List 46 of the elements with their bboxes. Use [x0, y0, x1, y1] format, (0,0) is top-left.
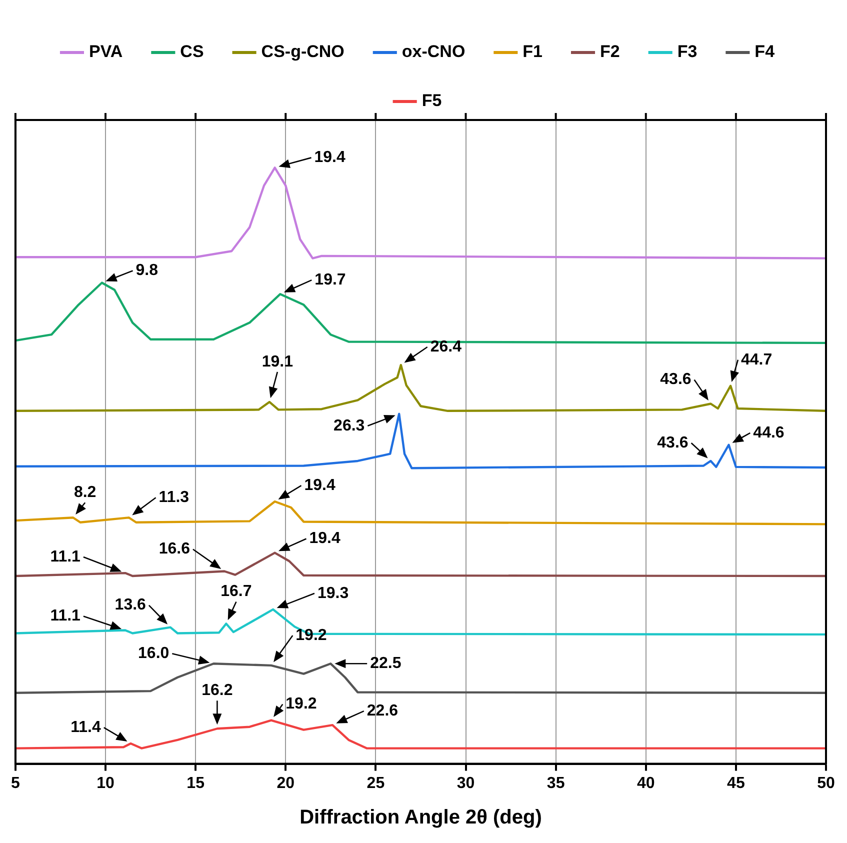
annotation: 43.6 — [657, 434, 688, 452]
x-tick-label: 20 — [276, 774, 295, 792]
legend-label: F4 — [754, 42, 776, 62]
annotation: 19.3 — [317, 584, 349, 602]
annotation: 26.4 — [430, 338, 462, 356]
x-axis-title: Diffraction Angle 2θ (deg) — [300, 806, 542, 829]
annotation: 11.1 — [50, 548, 81, 566]
annotation: 11.4 — [70, 718, 101, 736]
x-tick-label: 25 — [366, 774, 385, 792]
annotation: 44.7 — [740, 351, 772, 368]
legend-label: F2 — [600, 42, 620, 62]
annotation: 19.1 — [262, 353, 294, 370]
annotation: 9.8 — [136, 262, 158, 280]
annotation: 44.6 — [753, 424, 784, 442]
annotation: 19.4 — [314, 149, 346, 166]
x-tick-label: 30 — [456, 774, 475, 792]
annotation: 19.7 — [314, 271, 346, 288]
legend-label: ox-CNO — [402, 42, 466, 62]
legend-label: F1 — [522, 42, 543, 62]
annotation: 16.6 — [158, 540, 190, 558]
x-tick-label: 5 — [10, 774, 20, 792]
annotation: 16.2 — [202, 682, 233, 700]
annotation: 11.3 — [158, 489, 190, 506]
annotation: 11.1 — [50, 608, 81, 625]
annotation: 19.4 — [304, 476, 336, 494]
annotation: 16.0 — [138, 645, 170, 662]
annotation: 22.6 — [366, 702, 398, 720]
annotation: 16.7 — [220, 583, 252, 600]
x-tick-label: 40 — [636, 774, 655, 792]
annotation: 26.3 — [334, 417, 365, 434]
annotation: 8.2 — [74, 484, 96, 502]
annotation: 19.2 — [286, 696, 317, 713]
annotation: 43.6 — [660, 371, 692, 388]
x-tick-label: 50 — [817, 774, 835, 792]
legend-label: CS — [180, 42, 204, 62]
x-tick-label: 45 — [727, 774, 745, 792]
x-tick-label: 10 — [96, 774, 115, 792]
x-tick-label: 35 — [546, 774, 565, 792]
legend-label: F3 — [677, 42, 698, 62]
annotation: 22.5 — [370, 655, 402, 672]
legend-label: F5 — [422, 91, 442, 110]
annotation: 19.4 — [309, 530, 340, 548]
x-tick-label: 15 — [186, 774, 205, 792]
annotation: 13.6 — [114, 596, 146, 614]
legend-label: PVA — [88, 42, 123, 62]
legend-label: CS-g-CNO — [261, 42, 344, 62]
